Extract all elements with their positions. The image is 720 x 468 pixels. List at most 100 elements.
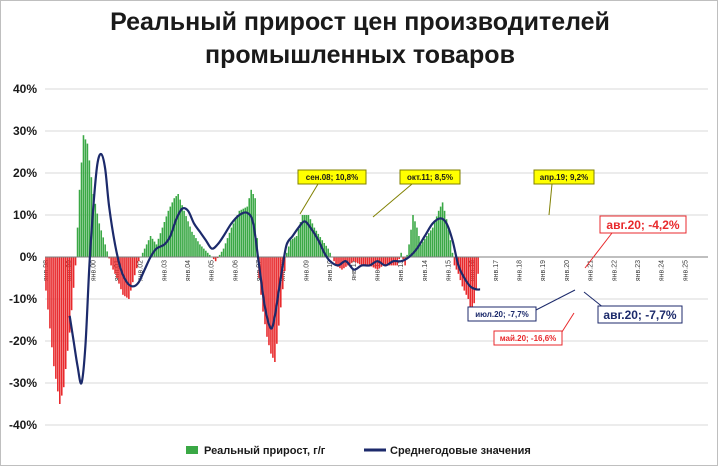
bar (212, 257, 215, 260)
bar (155, 244, 158, 257)
bar (230, 227, 233, 257)
bar (266, 257, 268, 337)
bar (242, 208, 245, 257)
bar (90, 177, 93, 257)
callout-label: июл.20; -7,7% (475, 310, 529, 319)
x-tick-label: янв.15 (446, 260, 453, 281)
title-line-2: промышленных товаров (205, 41, 515, 69)
bar (402, 257, 404, 260)
bar (455, 257, 458, 270)
bar (104, 244, 106, 257)
bar (451, 252, 454, 257)
bar (309, 219, 312, 257)
bar (124, 257, 126, 297)
bar (449, 240, 452, 257)
callout-label: апр.19; 9,2% (540, 173, 588, 182)
bar (100, 230, 103, 257)
bar (295, 236, 298, 257)
bar (404, 257, 406, 266)
bar (297, 229, 300, 257)
bar (92, 194, 95, 257)
y-tick-label: -10% (9, 292, 37, 306)
bar (473, 257, 475, 304)
x-tick-label: янв.20 (564, 260, 571, 281)
bar (208, 254, 211, 257)
bar (84, 139, 87, 257)
bar (376, 257, 379, 270)
bar (240, 209, 243, 257)
bar (189, 226, 191, 257)
x-tick-label: янв.24 (659, 260, 666, 281)
bar (207, 252, 209, 257)
x-tick-label: янв.17 (493, 260, 500, 281)
bar (60, 257, 63, 396)
x-tick-label: янв.00 (90, 260, 97, 281)
bar (102, 237, 104, 257)
callout-leader (584, 232, 613, 269)
y-axis-tick-labels: 40% 30% 20% 10% 0% -10% -20% -30% -40% (9, 82, 37, 432)
x-tick-label: янв.09 (303, 260, 310, 281)
bar (283, 257, 286, 271)
bar (191, 231, 193, 257)
bar (143, 248, 146, 257)
bar (51, 257, 53, 348)
x-tick-label: янв.13 (398, 260, 405, 281)
callout-box (399, 169, 461, 185)
bar (301, 215, 304, 257)
bar (47, 257, 49, 310)
bar (98, 223, 101, 257)
bar (254, 198, 256, 257)
bar (439, 206, 442, 257)
x-tick-label: янв.02 (138, 260, 145, 281)
bar (264, 257, 266, 325)
bar (339, 257, 341, 269)
x-tick-label: янв.05 (209, 260, 216, 281)
callout-leader (583, 291, 605, 309)
bar (262, 257, 264, 312)
y-tick-label: 20% (13, 166, 37, 180)
x-tick-label: янв.22 (611, 260, 618, 281)
bar (214, 257, 217, 262)
bar (163, 222, 166, 257)
callout-label: авг.20; -7,7% (603, 308, 677, 322)
bar (443, 210, 446, 257)
bar (238, 210, 241, 257)
bar (347, 257, 349, 266)
bar (222, 248, 225, 257)
legend-bar-swatch (186, 446, 198, 454)
bar (358, 257, 361, 265)
bar (368, 257, 371, 266)
bar (337, 257, 339, 267)
callout-leader (299, 183, 319, 215)
bar (49, 257, 51, 329)
bar (437, 210, 440, 257)
bar (412, 215, 414, 257)
bar (274, 257, 276, 362)
y-tick-label: -30% (9, 376, 37, 390)
bar (66, 257, 69, 351)
bar (205, 250, 207, 257)
bar (250, 189, 252, 257)
bar (161, 227, 164, 257)
bar (414, 221, 416, 257)
callout-yellow: сен.08; 10,8% (297, 169, 367, 215)
bar (469, 257, 472, 308)
callout-label: май.20; -16,6% (500, 334, 557, 343)
callout-blue-box-large: авг.20; -7,7% (583, 291, 683, 324)
bar (220, 251, 223, 257)
bar (132, 257, 134, 283)
x-tick-label: янв.04 (185, 260, 192, 281)
bar (147, 240, 150, 257)
bar (285, 252, 288, 257)
y-tick-label: -20% (9, 334, 37, 348)
bar (327, 248, 329, 257)
bar (287, 246, 290, 257)
bar (159, 233, 162, 257)
bar (248, 198, 251, 257)
bar (82, 135, 85, 257)
bar (72, 257, 75, 288)
bar (428, 233, 430, 257)
callout-yellow: апр.19; 9,2% (533, 169, 595, 216)
bar (57, 257, 59, 392)
